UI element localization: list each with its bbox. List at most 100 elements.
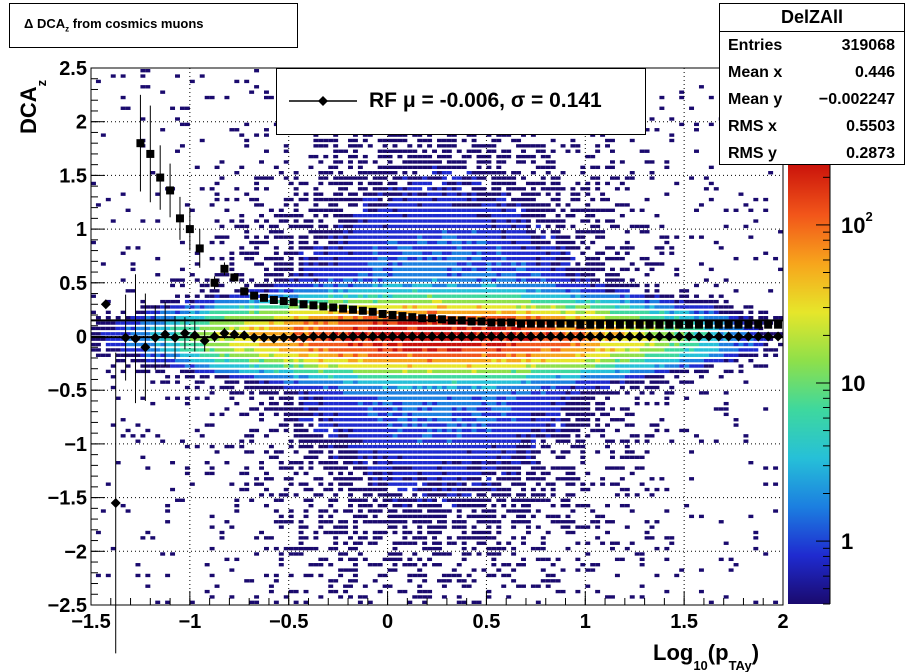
- density-cell: [244, 294, 250, 298]
- density-cell: [407, 273, 413, 277]
- density-cell: [298, 412, 304, 417]
- density-cell: [338, 348, 344, 352]
- density-cell: [521, 192, 526, 196]
- density-cell: [219, 348, 225, 352]
- density-cell: [224, 326, 230, 331]
- density-cell: [377, 246, 383, 250]
- density-cell: [100, 509, 106, 513]
- density-cell: [427, 197, 433, 202]
- density-cell: [521, 401, 526, 406]
- density-cell: [273, 310, 279, 315]
- density-cell: [402, 471, 408, 476]
- density-cell: [412, 181, 418, 186]
- density-cell: [555, 589, 561, 594]
- density-cell: [323, 246, 329, 250]
- density-cell: [372, 213, 378, 218]
- density-cell: [540, 256, 546, 261]
- density-cell: [293, 294, 299, 298]
- density-cell: [293, 192, 299, 196]
- density-cell: [145, 316, 151, 320]
- density-cell: [407, 455, 413, 460]
- density-cell: [446, 305, 452, 309]
- density-cell: [362, 455, 368, 460]
- density-cell: [179, 305, 185, 309]
- density-cell: [545, 530, 551, 535]
- density-cell: [437, 219, 442, 223]
- density-cell: [422, 428, 428, 433]
- density-cell: [461, 278, 467, 282]
- density-cell: [441, 385, 447, 390]
- density-cell: [521, 557, 526, 562]
- density-cell: [530, 358, 536, 363]
- density-cell: [412, 487, 418, 492]
- density-cell: [540, 278, 546, 282]
- density-cell: [471, 450, 477, 454]
- density-cell: [298, 294, 304, 298]
- density-cell: [491, 444, 497, 449]
- density-cell: [525, 316, 531, 320]
- density-cell: [175, 321, 180, 325]
- density-cell: [407, 477, 413, 481]
- density-cell: [362, 536, 368, 540]
- density-cell: [313, 385, 319, 390]
- density-cell: [293, 283, 299, 288]
- density-cell: [555, 224, 561, 229]
- density-cell: [318, 380, 324, 384]
- density-cell: [199, 305, 205, 309]
- density-cell: [446, 246, 452, 250]
- density-cell: [540, 262, 546, 266]
- density-cell: [432, 530, 437, 535]
- density-cell: [491, 176, 497, 180]
- density-cell: [298, 213, 304, 218]
- density-cell: [140, 369, 146, 374]
- density-cell: [422, 299, 428, 304]
- density-cell: [550, 197, 556, 202]
- density-cell: [110, 375, 116, 379]
- density-cell: [298, 262, 304, 266]
- density-cell: [446, 482, 452, 486]
- density-cell: [100, 337, 106, 341]
- density-cell: [476, 160, 482, 164]
- density-cell: [550, 482, 556, 486]
- density-cell: [343, 342, 349, 347]
- density-cell: [382, 407, 388, 411]
- density-cell: [214, 310, 220, 315]
- density-cell: [471, 477, 477, 481]
- density-cell: [506, 251, 512, 255]
- density-cell: [278, 171, 284, 175]
- density-cell: [130, 262, 136, 266]
- density-cell: [214, 337, 220, 341]
- density-cell: [204, 278, 210, 282]
- density-cell: [323, 154, 329, 159]
- density-cell: [451, 278, 457, 282]
- density-cell: [298, 283, 304, 288]
- density-cell: [496, 461, 502, 465]
- density-cell: [402, 165, 408, 170]
- density-cell: [259, 203, 264, 207]
- density-cell: [516, 273, 522, 277]
- density-cell: [417, 380, 423, 384]
- density-cell: [516, 385, 522, 390]
- density-cell: [476, 149, 482, 153]
- density-cell: [476, 520, 482, 524]
- density-cell: [496, 482, 502, 486]
- density-cell: [481, 412, 487, 417]
- density-cell: [486, 310, 492, 315]
- density-cell: [456, 482, 462, 486]
- density-cell: [397, 321, 403, 325]
- density-cell: [343, 283, 349, 288]
- density-cell: [387, 160, 393, 164]
- density-cell: [184, 203, 190, 207]
- density-cell: [451, 326, 457, 331]
- density-cell: [268, 224, 274, 229]
- density-cell: [367, 278, 373, 282]
- density-cell: [427, 187, 433, 191]
- density-cell: [288, 391, 294, 395]
- density-cell: [397, 391, 403, 395]
- density-cell: [283, 283, 289, 288]
- density-cell: [427, 407, 433, 411]
- density-cell: [491, 299, 497, 304]
- density-cell: [308, 267, 314, 272]
- density-cell: [521, 380, 526, 384]
- density-cell: [298, 401, 304, 406]
